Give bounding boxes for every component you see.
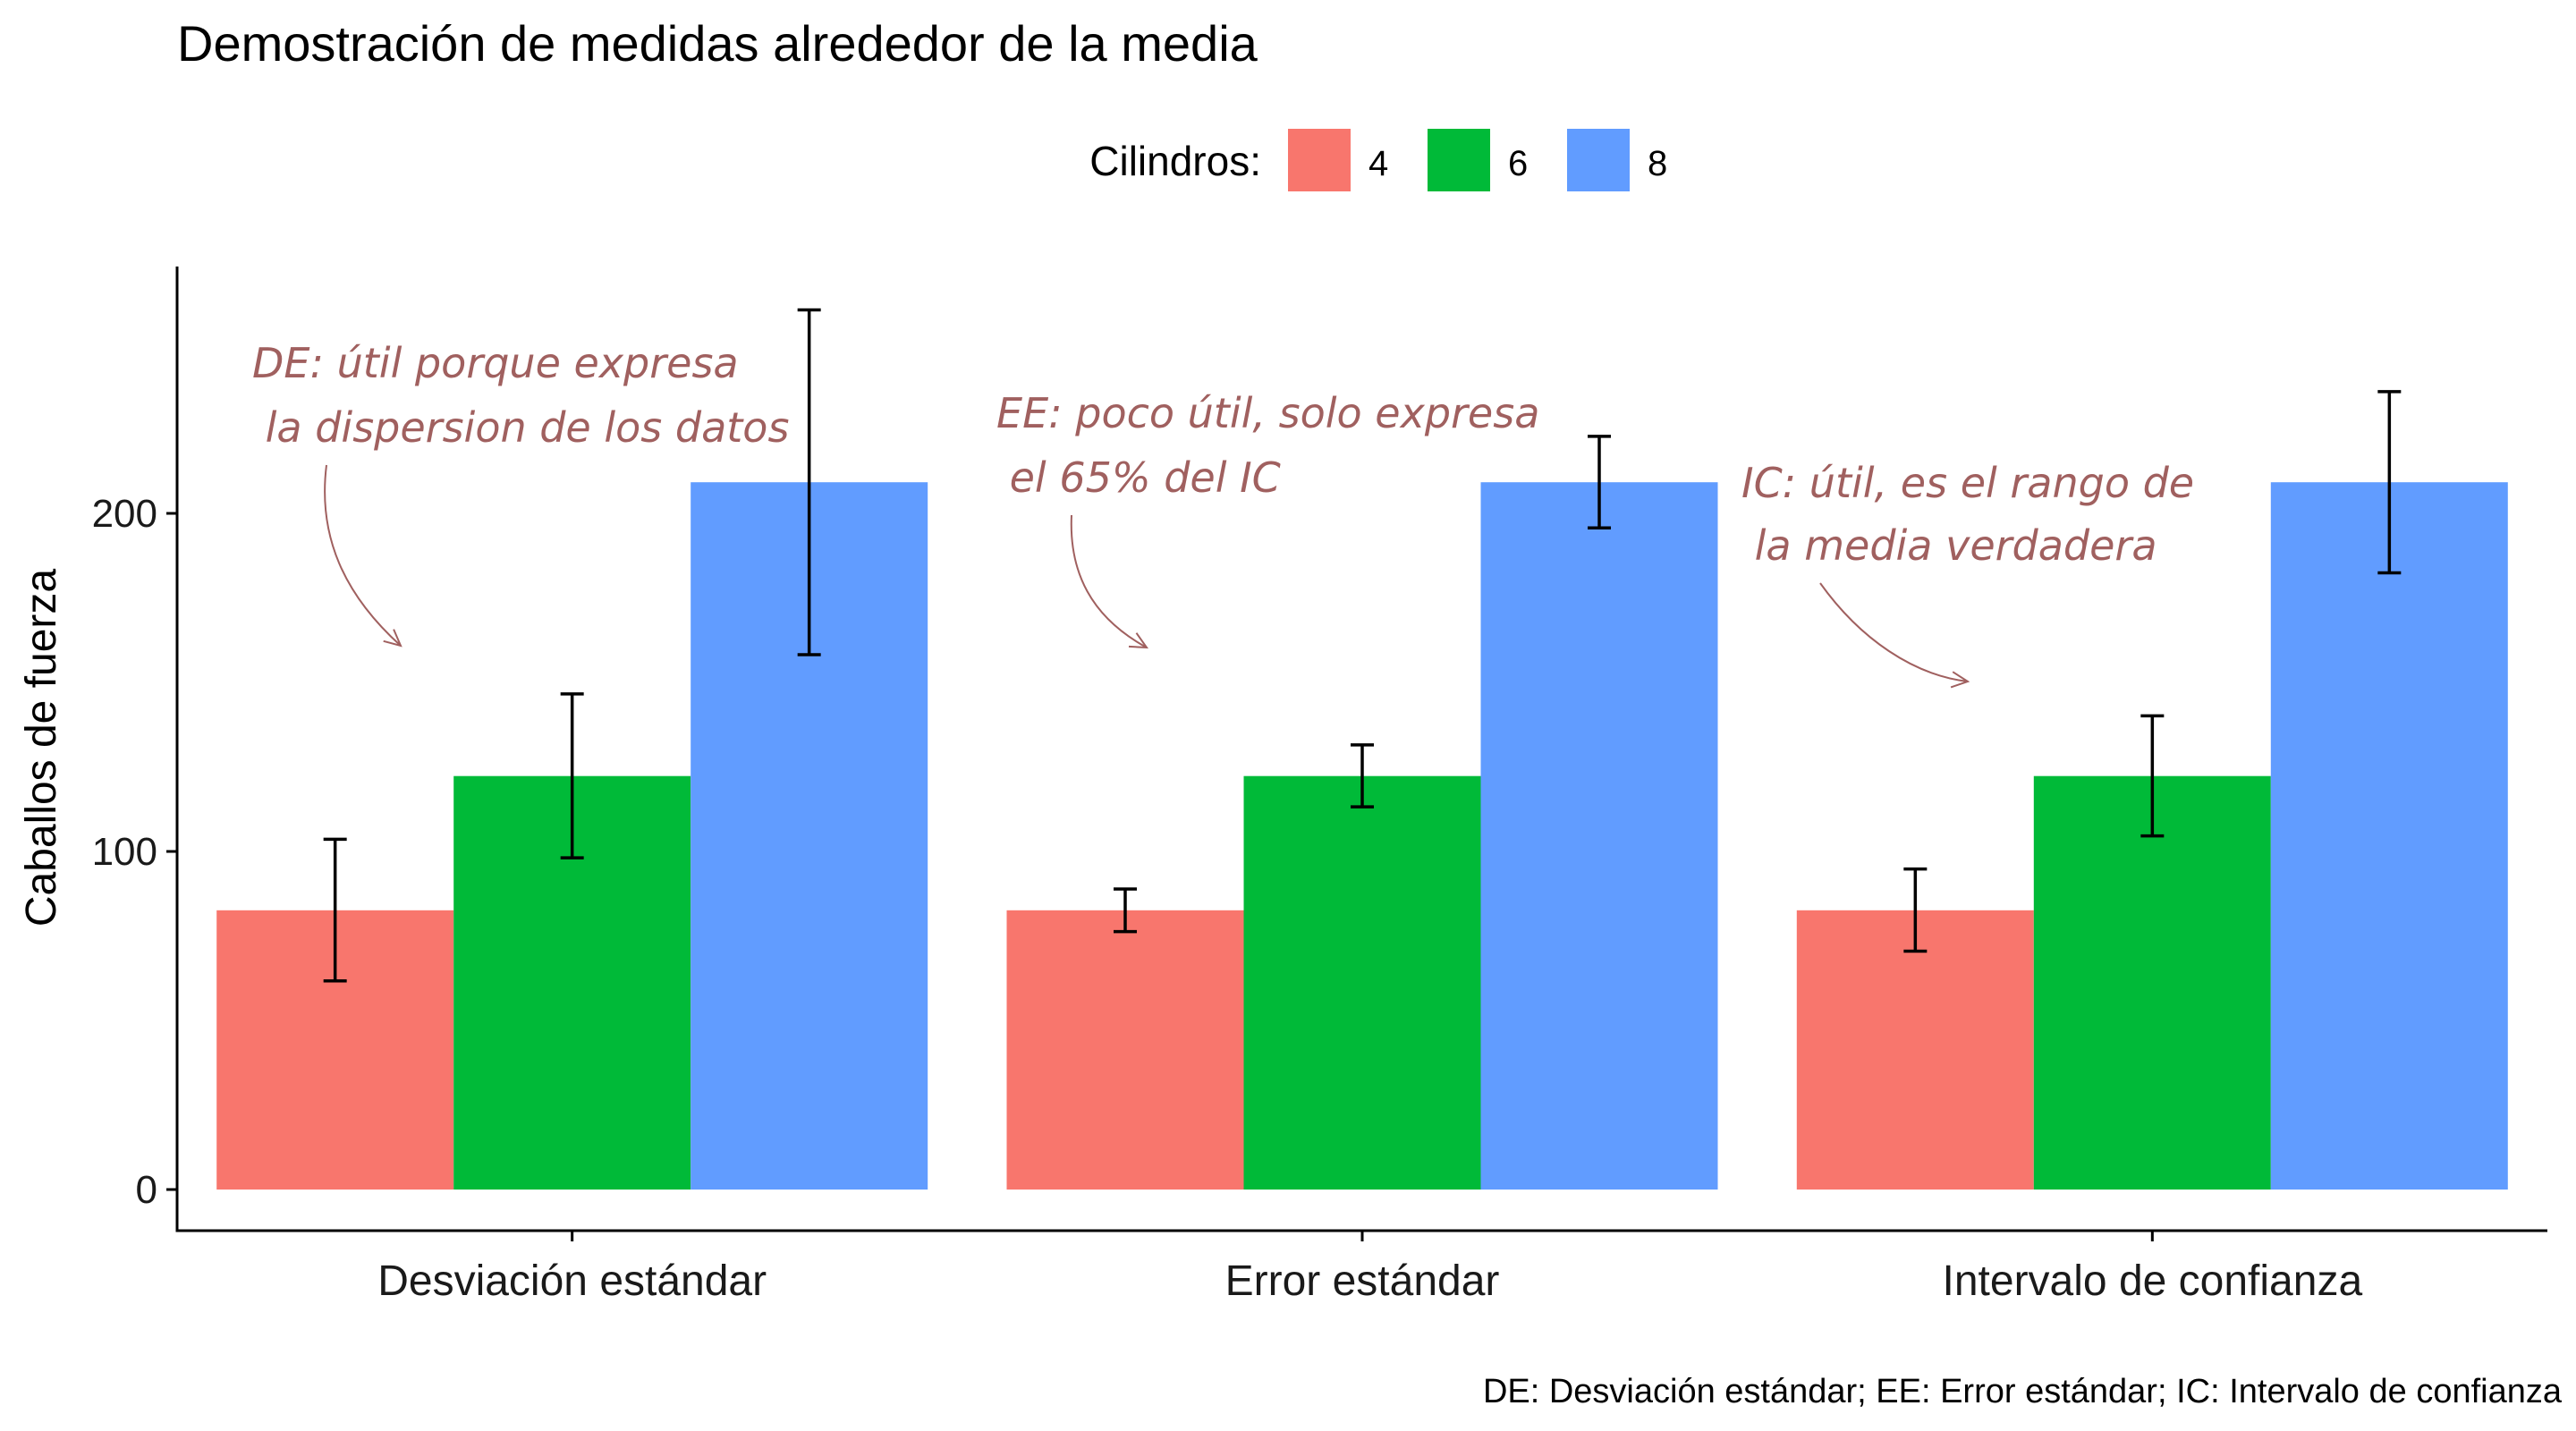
y-tick-label-2: 200	[92, 492, 157, 536]
annotation-2: IC: útil, es el rango de la media verdad…	[1741, 459, 2194, 689]
chart-caption: DE: Desviación estándar; EE: Error están…	[1483, 1373, 2563, 1410]
plot-area: 0 100 200 Desviación estándar Error estándar…	[92, 267, 2547, 1305]
annotation-0: DE: útil porque expresa la dispersion de…	[252, 339, 789, 648]
y-tick-label-0: 0	[136, 1168, 157, 1212]
errorbar-8-cat-2	[2377, 390, 2402, 575]
annotation-0-line-0: DE: útil porque expresa	[252, 339, 739, 387]
annotation-2-arrow	[1819, 582, 1969, 682]
bar-6-cat-1	[1243, 775, 1481, 1190]
annotation-1-arrow	[1070, 514, 1148, 648]
errorbar-4-cat-0	[323, 837, 347, 983]
annotation-1-line-1: el 65% del IC	[996, 453, 1281, 502]
legend-title: Cilindros:	[1089, 138, 1261, 184]
annotation-2-arrowhead	[1950, 671, 1970, 689]
errorbar-8-cat-1	[1588, 435, 1611, 530]
y-axis-label: Caballos de fuerza	[18, 569, 65, 927]
annotation-0-arrowhead	[383, 629, 402, 648]
bar-8-cat-2	[2270, 482, 2508, 1190]
errorbar-4-cat-2	[1903, 867, 1928, 953]
annotation-0-line-1: la dispersion de los datos	[252, 403, 789, 452]
bar-4-cat-1	[1006, 910, 1244, 1190]
x-tick-label-2: Intervalo de confianza	[1943, 1257, 2363, 1305]
bar-8-cat-1	[1480, 482, 1718, 1190]
legend-label-6: 6	[1508, 144, 1528, 183]
y-tick-label-1: 100	[92, 830, 157, 874]
annotation-2-line-0: IC: útil, es el rango de	[1741, 459, 2194, 507]
legend-key-4	[1288, 129, 1351, 191]
chart-title: Demostración de medidas alrededor de la …	[177, 15, 1258, 72]
legend-label-4: 4	[1368, 144, 1388, 183]
x-tick-label-0: Desviación estándar	[377, 1257, 767, 1305]
annotation-1-line-0: EE: poco útil, solo expresa	[996, 389, 1539, 437]
errorbar-8-cat-0	[797, 308, 821, 656]
legend: Cilindros: 4 6 8	[1089, 129, 1667, 191]
annotation-0-arrow	[324, 464, 402, 647]
legend-label-8: 8	[1648, 144, 1667, 183]
annotation-2-line-1: la media verdadera	[1741, 521, 2157, 570]
errorbar-4-cat-1	[1114, 887, 1137, 934]
annotation-1-arrowhead	[1128, 632, 1149, 649]
annotation-1: EE: poco útil, solo expresa el 65% del I…	[996, 389, 1539, 649]
errorbar-6-cat-2	[2140, 714, 2165, 838]
errorbar-6-cat-0	[560, 692, 584, 859]
bar-4-cat-2	[1796, 910, 2034, 1190]
bar-6-cat-2	[2033, 775, 2271, 1190]
legend-key-8	[1567, 129, 1630, 191]
legend-key-6	[1428, 129, 1490, 191]
x-tick-label-1: Error estándar	[1225, 1257, 1500, 1305]
errorbar-6-cat-1	[1351, 743, 1374, 809]
